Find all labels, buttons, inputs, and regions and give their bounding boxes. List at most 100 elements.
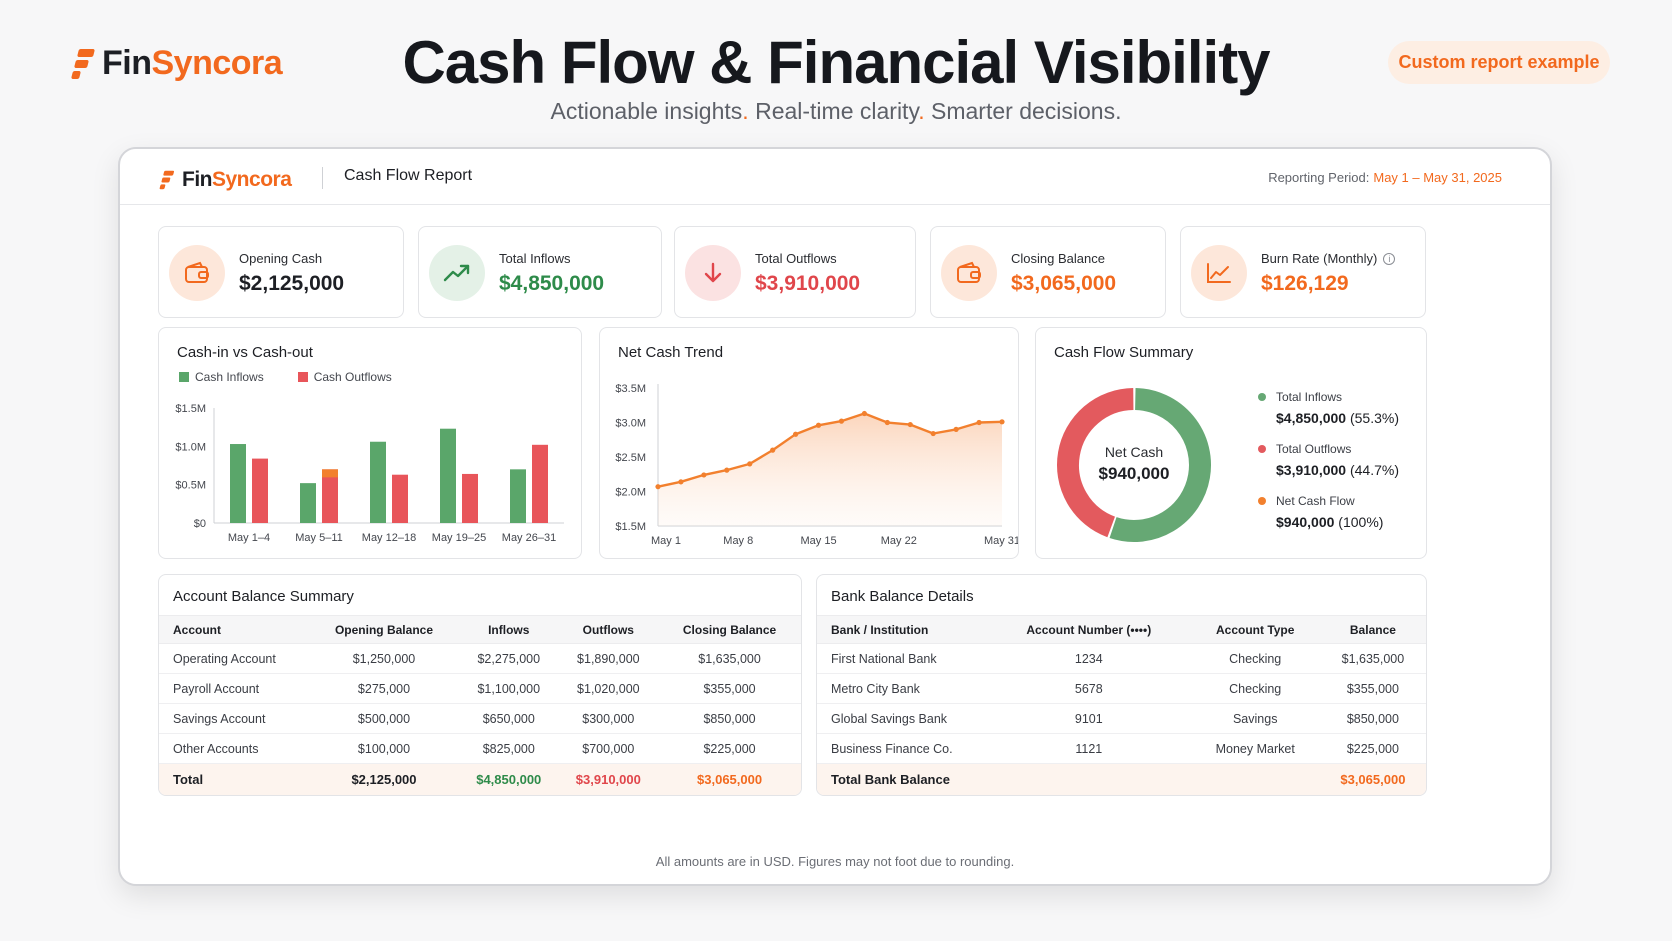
wallet-icon xyxy=(941,245,997,301)
legend-pct: (100%) xyxy=(1338,514,1384,530)
cell: $3,910,000 xyxy=(558,763,659,795)
column-header: Closing Balance xyxy=(658,615,801,644)
x-tick-label: May 8 xyxy=(723,535,753,547)
account-table-title: Account Balance Summary xyxy=(173,588,354,605)
trend-point xyxy=(770,447,776,453)
x-tick-label: May 1 xyxy=(651,535,681,547)
bar-inflow xyxy=(230,444,246,523)
cell: $850,000 xyxy=(658,703,801,734)
table-row[interactable]: Business Finance Co. 1121 Money Market $225… xyxy=(817,733,1426,764)
y-tick-label: $0.5M xyxy=(175,480,206,492)
table-row[interactable]: Global Savings Bank 9101 Savings $850,000 xyxy=(817,703,1426,734)
cell: $2,125,000 xyxy=(309,763,459,795)
trend-point xyxy=(930,430,936,437)
trend-point xyxy=(976,419,982,426)
trend-point xyxy=(884,419,890,426)
table-row[interactable]: Other Accounts $100,000 $825,000 $700,000 $2… xyxy=(159,733,801,764)
table-row[interactable]: First National Bank 1234 Checking $1,635,00… xyxy=(817,643,1426,674)
bar-inflow xyxy=(510,469,526,523)
table-row[interactable]: Savings Account $500,000 $650,000 $300,000 $… xyxy=(159,703,801,734)
trend-line xyxy=(657,412,1003,488)
column-header: Outflows xyxy=(558,615,659,644)
table-row[interactable]: Operating Account $1,250,000 $2,275,000 $1,… xyxy=(159,643,801,674)
y-tick-label: $1.5M xyxy=(615,521,646,533)
trend-point xyxy=(907,421,913,428)
brand-name: FinSyncora xyxy=(102,44,283,83)
info-icon[interactable]: i xyxy=(1383,253,1396,265)
table-total-row: Total Bank Balance $3,065,000 xyxy=(817,763,1426,795)
arrow-down-icon xyxy=(685,245,741,301)
trend-point xyxy=(655,484,661,490)
cell: $225,000 xyxy=(1319,733,1426,764)
cell: $700,000 xyxy=(558,733,659,764)
period-value: May 1 – May 31, 2025 xyxy=(1373,170,1502,185)
bar-outflow xyxy=(322,469,338,523)
cell: Savings xyxy=(1190,703,1320,734)
x-tick-label: May 1–4 xyxy=(228,532,270,544)
trend-point xyxy=(678,479,684,485)
trend-point xyxy=(815,422,822,428)
cell: 1234 xyxy=(987,643,1191,674)
cell: $1,635,000 xyxy=(1319,643,1426,674)
kpi-label: Total Inflows xyxy=(499,251,571,266)
kpi-card-total-inflows: Total Inflows $4,850,000 xyxy=(418,226,662,318)
cell: Checking xyxy=(1190,673,1320,704)
period-label: Reporting Period: xyxy=(1268,170,1370,185)
table-row[interactable]: Metro City Bank 5678 Checking $355,000 xyxy=(817,673,1426,704)
cell: $225,000 xyxy=(658,733,801,764)
bar-inflow xyxy=(440,428,456,523)
report-header: FinSyncora Cash Flow Report Reporting Pe… xyxy=(120,149,1550,205)
subtitle-dot: . xyxy=(742,98,749,124)
subtitle-part-1: Actionable insights xyxy=(550,98,743,124)
cell: $1,635,000 xyxy=(658,643,801,674)
cell: Operating Account xyxy=(159,643,309,674)
x-tick-label: May 19–25 xyxy=(432,532,486,544)
cell: $3,065,000 xyxy=(1319,763,1426,795)
cell: $1,100,000 xyxy=(458,673,559,704)
cell xyxy=(987,763,1191,795)
trend-point xyxy=(701,472,707,478)
bar-outflow xyxy=(392,474,408,523)
cell: $825,000 xyxy=(458,733,559,764)
donut-legend-inflows: Total Inflows $4,850,000 (55.3%) xyxy=(1258,390,1399,426)
legend-label: Net Cash Flow xyxy=(1276,494,1355,508)
donut-chart xyxy=(1057,388,1211,542)
header-divider xyxy=(322,167,323,189)
line-chart-icon xyxy=(1191,245,1247,301)
kpi-label: Total Outflows xyxy=(755,251,837,266)
custom-report-badge[interactable]: Custom report example xyxy=(1388,41,1610,84)
net-cash-trend-panel: Net Cash Trend $1.5M $2.0M $2.5M $3.0M $3.5M… xyxy=(599,327,1019,559)
subtitle-dot: . xyxy=(918,98,925,124)
brand-name-part1: Fin xyxy=(182,168,213,191)
bar-outflow xyxy=(462,473,478,523)
y-tick-label: $1.5M xyxy=(175,403,206,415)
footnote: All amounts are in USD. Figures may not … xyxy=(655,854,1015,869)
legend-amount: $940,000 xyxy=(1276,514,1335,530)
donut-center: Net Cash $940,000 xyxy=(1074,444,1194,484)
wallet-icon xyxy=(169,245,225,301)
column-header: Bank / Institution xyxy=(817,615,987,644)
cell: Money Market xyxy=(1190,733,1320,764)
x-tick-label: May 12–18 xyxy=(362,532,416,544)
x-tick-label: May 5–11 xyxy=(295,532,343,544)
bar-inflow xyxy=(370,441,386,523)
brand-name-part2: Syncora xyxy=(151,44,283,82)
cell: $355,000 xyxy=(1319,673,1426,704)
trend-point xyxy=(793,431,799,437)
legend-item-inflows: Cash Inflows xyxy=(179,370,264,384)
donut-slice-outflows xyxy=(1057,388,1134,538)
cell: Business Finance Co. xyxy=(817,733,987,764)
donut-slice-inflows xyxy=(1109,388,1211,542)
column-header: Inflows xyxy=(458,615,559,644)
bar-chart: $0 $0.5M $1.0M $1.5M May 1–4 May 5–11 May 12–1… xyxy=(175,403,564,544)
trend-up-icon xyxy=(429,245,485,301)
cell: $1,020,000 xyxy=(558,673,659,704)
kpi-label-text: Burn Rate (Monthly) xyxy=(1261,251,1378,266)
y-tick-label: $2.0M xyxy=(615,487,646,499)
y-tick-label: $2.5M xyxy=(615,452,646,464)
cell: $500,000 xyxy=(309,703,459,734)
table-row[interactable]: Payroll Account $275,000 $1,100,000 $1,020,… xyxy=(159,673,801,704)
column-header: Balance xyxy=(1319,615,1426,644)
cell: $1,890,000 xyxy=(558,643,659,674)
cell: Other Accounts xyxy=(159,733,309,764)
